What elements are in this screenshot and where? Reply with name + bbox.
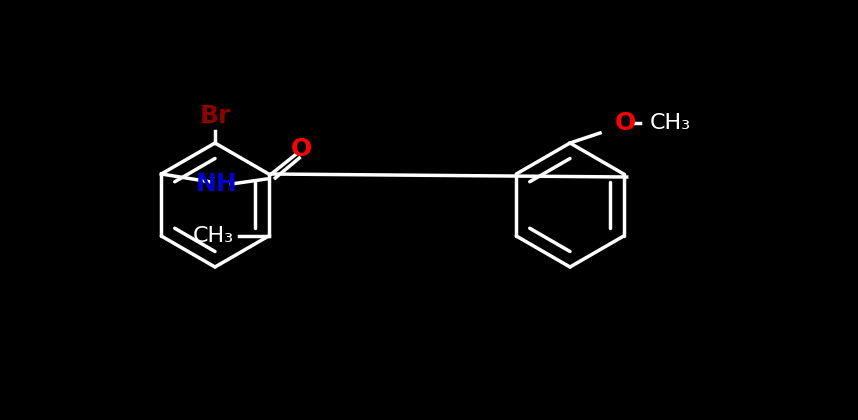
Text: Br: Br [199,104,231,128]
Text: CH₃: CH₃ [650,113,692,133]
Text: O: O [614,111,636,135]
Text: CH₃: CH₃ [192,226,233,246]
Text: O: O [291,137,312,161]
Text: NH: NH [196,172,237,196]
